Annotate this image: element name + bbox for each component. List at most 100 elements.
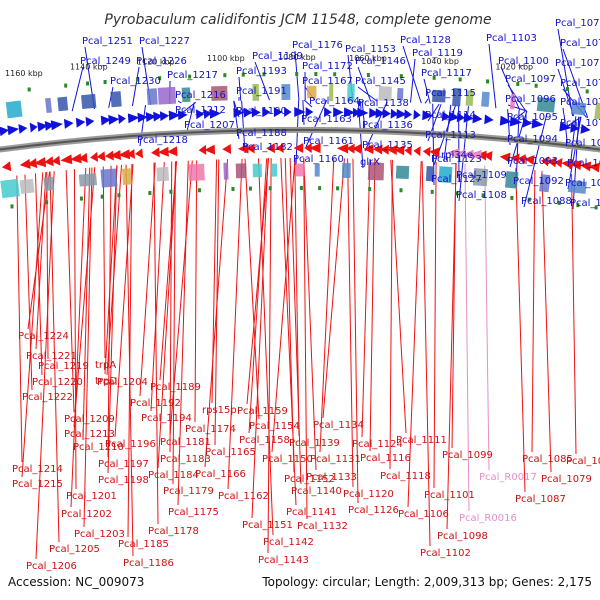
feature-block-outer — [181, 87, 191, 103]
leader-line-bottom — [157, 161, 177, 469]
gene-label-bottom: Pcal_1101 — [424, 490, 475, 501]
gene-label-top: Pcal_1182 — [242, 142, 293, 153]
gene-label-bottom: Pcal_1215 — [12, 479, 63, 490]
leader-line-top — [238, 76, 242, 101]
leader-line-bottom — [347, 158, 354, 488]
forward-gene-arrow — [305, 107, 314, 118]
leader-line-top — [409, 58, 416, 103]
leader-line-top — [254, 61, 270, 101]
gene-label-top: Pcal_1073 — [560, 118, 600, 129]
gene-label-top: Pcal_1114 — [425, 110, 476, 121]
gene-label-top: Pcal_1218 — [137, 135, 188, 146]
accession-text: Accession: NC_009073 — [8, 575, 144, 589]
gene-label-bottom: Pcal_1159 — [237, 406, 288, 417]
reverse-gene-arrow — [70, 153, 82, 164]
marker-outer — [158, 76, 162, 81]
leader-line-bottom — [204, 159, 229, 468]
gene-label-bottom: Pcal_1206 — [26, 561, 77, 572]
reverse-gene-arrow — [352, 143, 362, 154]
feature-block-inner — [252, 163, 262, 178]
rna-gene-arrow — [464, 149, 474, 160]
leader-line-bottom — [541, 170, 552, 473]
forward-gene-arrow — [559, 121, 572, 132]
feature-block-inner — [43, 176, 55, 192]
forward-gene-arrow — [75, 117, 86, 128]
leader-line-top — [186, 102, 195, 132]
reverse-gene-arrow — [524, 154, 535, 165]
gene-label-bottom: Pcal_1162 — [218, 491, 269, 502]
forward-gene-arrow — [37, 121, 49, 132]
forward-gene-arrow — [153, 111, 163, 122]
forward-gene-arrow — [233, 107, 244, 118]
reverse-gene-arrow — [198, 144, 207, 155]
marker-outer — [262, 72, 266, 77]
feature-block-outer — [536, 97, 556, 113]
gene-label-bottom: Pcal_1221 — [26, 351, 77, 362]
feature-block-outer — [397, 87, 404, 101]
leader-line-top — [359, 100, 362, 110]
gene-label-bottom: Pcal_1111 — [396, 435, 447, 446]
gene-label-bottom: Pcal_1133 — [306, 472, 357, 483]
gene-label-bottom: Pcal_1142 — [263, 537, 314, 548]
kbp-tick-label: 1040 kbp — [421, 57, 459, 66]
feature-block-outer — [57, 96, 69, 112]
leader-line-bottom — [319, 158, 335, 453]
gene-label-top: Pcal_1153 — [345, 44, 396, 55]
gene-label-bottom: Pcal_1185 — [118, 539, 169, 550]
forward-gene-arrow — [324, 107, 332, 118]
reverse-gene-arrow — [204, 144, 216, 155]
reverse-gene-arrow — [547, 157, 557, 168]
reverse-gene-arrow — [266, 143, 275, 154]
reverse-gene-arrow — [304, 143, 312, 154]
gene-label-bottom: Pcal_1184 — [148, 470, 199, 481]
feature-block-inner — [156, 166, 170, 182]
gene-label-top: Pcal_1193 — [236, 66, 287, 77]
gene-label-top: Pcal_1138 — [358, 98, 409, 109]
leader-line-bottom — [35, 171, 55, 560]
marker-outer — [241, 72, 245, 77]
gene-label-bottom: Pcal_1174 — [185, 424, 236, 435]
leader-line-top — [507, 84, 527, 112]
gene-label-top: Pcal_1163 — [301, 114, 352, 125]
reverse-gene-arrow — [413, 146, 421, 157]
reverse-gene-arrow — [518, 154, 526, 165]
gene-label-top: Pcal_1115 — [425, 88, 476, 99]
leader-line-bottom — [172, 161, 176, 485]
forward-gene-arrow — [343, 107, 356, 118]
reverse-gene-arrow — [109, 150, 122, 160]
forward-gene-arrow — [580, 123, 591, 134]
leader-line-rna — [464, 163, 470, 512]
reverse-gene-arrow — [237, 143, 249, 154]
leader-line-bottom — [257, 158, 274, 536]
gene-label-top: Pcal_1145 — [355, 76, 406, 87]
gene-label-bottom: rps15p — [202, 405, 237, 416]
leader-line-bottom — [571, 174, 577, 455]
feature-block-inner — [567, 179, 587, 194]
gene-label-top: Pcal_1109 — [456, 170, 507, 181]
forward-gene-arrow — [273, 107, 283, 118]
leader-line-bottom — [82, 167, 91, 441]
gene-label-top: Pcal_1119 — [412, 48, 463, 59]
leader-line-top — [562, 107, 565, 115]
reverse-gene-arrow — [569, 160, 582, 171]
leader-line-top — [241, 100, 246, 154]
gene-label-bottom: Pcal_1186 — [123, 558, 174, 569]
feature-block-inner — [341, 162, 351, 179]
leader-line-top — [402, 45, 422, 104]
gene-label-top: Pcal_1190 — [236, 106, 287, 117]
forward-gene-arrow — [203, 108, 212, 119]
reverse-gene-arrow — [483, 151, 493, 162]
marker-outer — [585, 89, 589, 94]
feature-block-inner — [295, 163, 305, 177]
reverse-gene-arrow — [293, 142, 304, 153]
leader-line-bottom — [303, 157, 308, 520]
leader-line-bottom — [248, 158, 268, 434]
gene-label-top: Pcal_1069 — [570, 198, 600, 209]
reverse-gene-arrow — [222, 144, 232, 155]
feature-block-outer — [81, 93, 97, 110]
marker-outer — [64, 83, 68, 88]
gene-label-bottom: Pcal_1151 — [242, 520, 293, 531]
gene-labels: Pcal_1251 Pcal_1249 Pcal_1230 Pcal_1227 Pcal… — [12, 18, 600, 572]
feature-block-inner — [395, 165, 410, 180]
rna-label: Pcal_R0016 — [459, 513, 517, 524]
